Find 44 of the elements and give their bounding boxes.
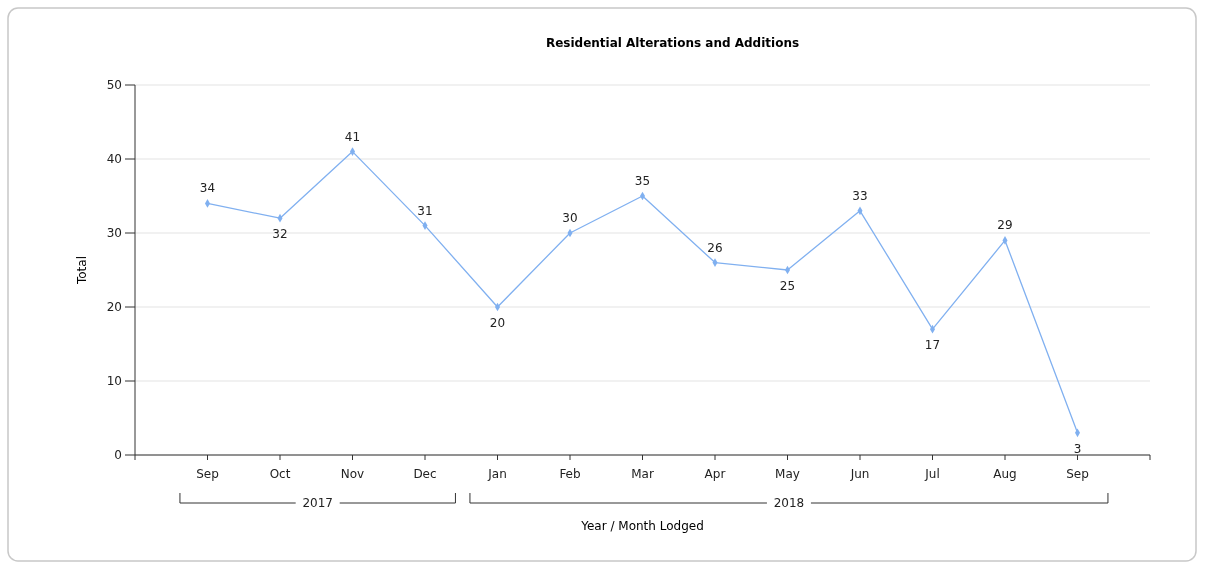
x-tick-label: Dec [413, 467, 437, 481]
x-tick-label: Sep [196, 467, 219, 481]
point [929, 324, 936, 334]
data-label: 29 [997, 218, 1013, 233]
x-axis-title: Year / Month Lodged [580, 519, 704, 533]
point [204, 199, 211, 208]
data-label: 34 [199, 181, 216, 196]
y-tick-label: 20 [106, 300, 122, 314]
y-tick-label: 40 [106, 152, 122, 166]
data-label: 17 [924, 338, 941, 353]
text: 2018 [773, 496, 805, 510]
data-label: 20 [489, 316, 506, 330]
y-tick-label: 30 [106, 226, 122, 240]
point [1074, 428, 1081, 438]
y-axis-title: Total [75, 255, 89, 286]
data-label: 3 [1073, 441, 1082, 456]
data-label: 32 [272, 227, 288, 242]
data-label: 30 [562, 211, 578, 225]
data-label: 26 [707, 240, 723, 255]
x-tick-label: Jul [924, 467, 940, 481]
x-tick-label: Apr [704, 467, 726, 481]
data-label: 31 [417, 203, 433, 218]
text: 2017 [302, 496, 333, 510]
point [349, 147, 356, 156]
x-tick-label: Jan [487, 467, 507, 481]
x-tick-label: Sep [1066, 467, 1089, 481]
x-tick-label: Aug [993, 467, 1017, 481]
point [494, 302, 501, 312]
x-tick-label: Oct [269, 467, 291, 481]
x-tick-label: Nov [340, 467, 365, 481]
chart-title: Residential Alterations and Additions [545, 36, 800, 50]
y-tick-label: 0 [114, 448, 122, 462]
data-label: 41 [344, 129, 361, 144]
data-label: 35 [634, 174, 651, 188]
point [784, 265, 791, 275]
x-tick-label: Mar [631, 467, 654, 481]
x-tick-label: Jun [849, 467, 870, 481]
data-label: 33 [852, 188, 868, 203]
y-tick-label: 10 [106, 374, 122, 388]
point [639, 191, 646, 201]
x-tick-label: Feb [559, 467, 581, 481]
x-tick-label: May [775, 467, 800, 481]
data-label: 25 [779, 279, 796, 293]
y-tick-label: 50 [106, 78, 122, 92]
